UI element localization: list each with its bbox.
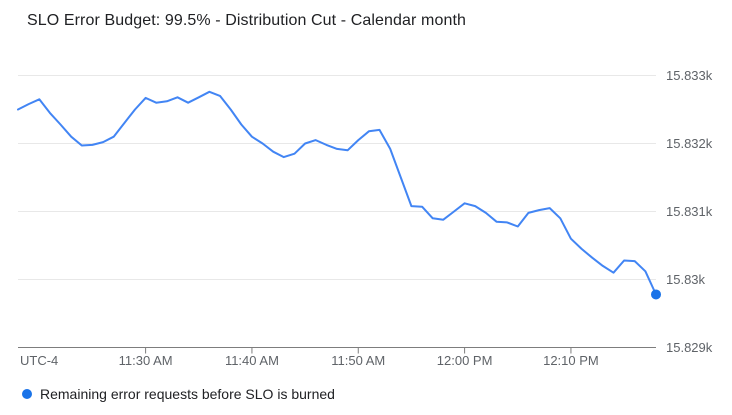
y-axis-tick-label: 15.833k: [666, 68, 713, 83]
x-axis-tick-label: 11:30 AM: [119, 353, 173, 368]
chart-title: SLO Error Budget: 99.5% - Distribution C…: [27, 12, 466, 29]
y-axis-tick-label: 15.832k: [666, 136, 713, 151]
x-axis-timezone-label: UTC-4: [20, 353, 58, 368]
y-axis-tick-label: 15.83k: [666, 272, 706, 287]
legend-item[interactable]: Remaining error requests before SLO is b…: [22, 386, 335, 402]
y-axis-tick-label: 15.829k: [666, 340, 713, 355]
series-endpoint-dot[interactable]: [651, 289, 661, 300]
legend-series-label: Remaining error requests before SLO is b…: [40, 386, 335, 402]
legend-series-dot-icon: [22, 389, 32, 399]
line-chart-plot-area[interactable]: 15.833k 15.832k 15.831k 15.83k 15.829k 11:30 …: [0, 50, 732, 380]
y-axis-tick-label: 15.831k: [666, 204, 713, 219]
x-axis-tick-label: 11:40 AM: [225, 353, 279, 368]
x-axis-tick-label: 11:50 AM: [331, 353, 385, 368]
series-line[interactable]: [17, 90, 657, 296]
x-axis-tick-label: 12:10 PM: [543, 353, 599, 368]
x-axis-tick-label: 12:00 PM: [437, 353, 493, 368]
